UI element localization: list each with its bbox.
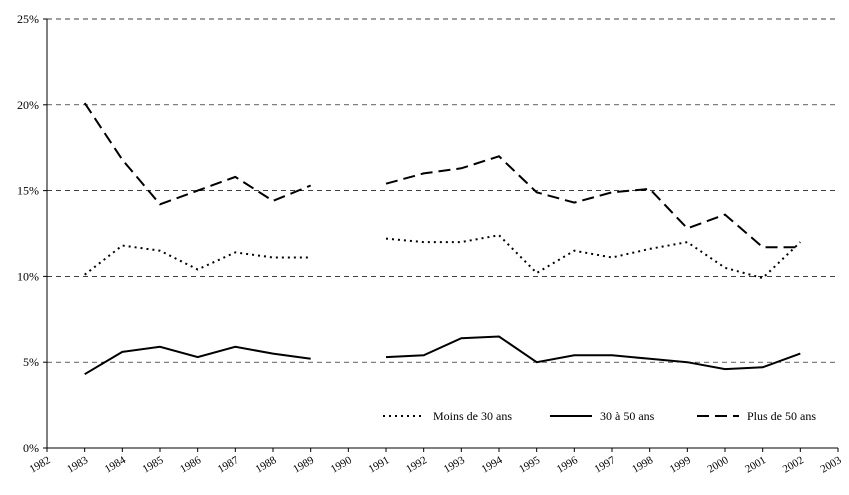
legend-label: Plus de 50 ans [747, 409, 816, 423]
y-tick-label: 10% [17, 269, 39, 283]
series-line [83, 102, 312, 206]
x-tick-label: 1986 [178, 454, 203, 476]
x-tick-label: 1990 [329, 454, 354, 476]
x-tick-label: 1985 [140, 454, 165, 476]
series-line [385, 155, 801, 249]
x-tick-label: 2003 [818, 454, 843, 476]
x-tick-label: 1988 [253, 454, 278, 476]
x-tick-label: 1994 [479, 454, 504, 476]
x-tick-label: 1982 [27, 454, 52, 475]
legend-label: Moins de 30 ans [433, 409, 512, 423]
x-tick-label: 1995 [517, 454, 542, 476]
series-lines [83, 102, 801, 376]
gridlines [47, 18, 838, 363]
axes: 0% 5% 10% 15% 20% 25% 1982 1983 1984 1985 1986 1987… [17, 12, 844, 476]
x-tick-label: 1993 [442, 454, 467, 476]
x-tick-label: 1992 [404, 454, 429, 475]
y-tick-label: 0% [23, 441, 39, 455]
y-tick-label: 20% [17, 98, 39, 112]
x-tick-label: 1996 [555, 454, 580, 476]
series-line [84, 345, 311, 376]
x-tick-label: 1987 [216, 454, 241, 476]
series-line [385, 234, 801, 280]
series-line [84, 244, 311, 276]
x-tick-label: 1998 [630, 454, 655, 476]
series-line [385, 335, 801, 371]
x-tick-label: 2002 [781, 454, 806, 475]
legend: Moins de 30 ans 30 à 50 ans Plus de 50 ans [383, 409, 816, 423]
x-tick-label: 1984 [103, 454, 128, 476]
y-tick-label: 25% [17, 12, 39, 26]
y-tick-label: 15% [17, 184, 39, 198]
x-tick-label: 1983 [65, 454, 90, 476]
legend-label: 30 à 50 ans [600, 409, 655, 423]
x-tick-label: 2001 [743, 454, 768, 475]
x-tick-label: 1997 [592, 454, 617, 476]
x-tick-label: 2000 [705, 454, 730, 476]
x-tick-label: 1991 [366, 454, 391, 475]
y-tick-label: 5% [23, 355, 39, 369]
x-tick-label: 1989 [291, 454, 316, 476]
x-tick-label: 1999 [668, 454, 693, 476]
